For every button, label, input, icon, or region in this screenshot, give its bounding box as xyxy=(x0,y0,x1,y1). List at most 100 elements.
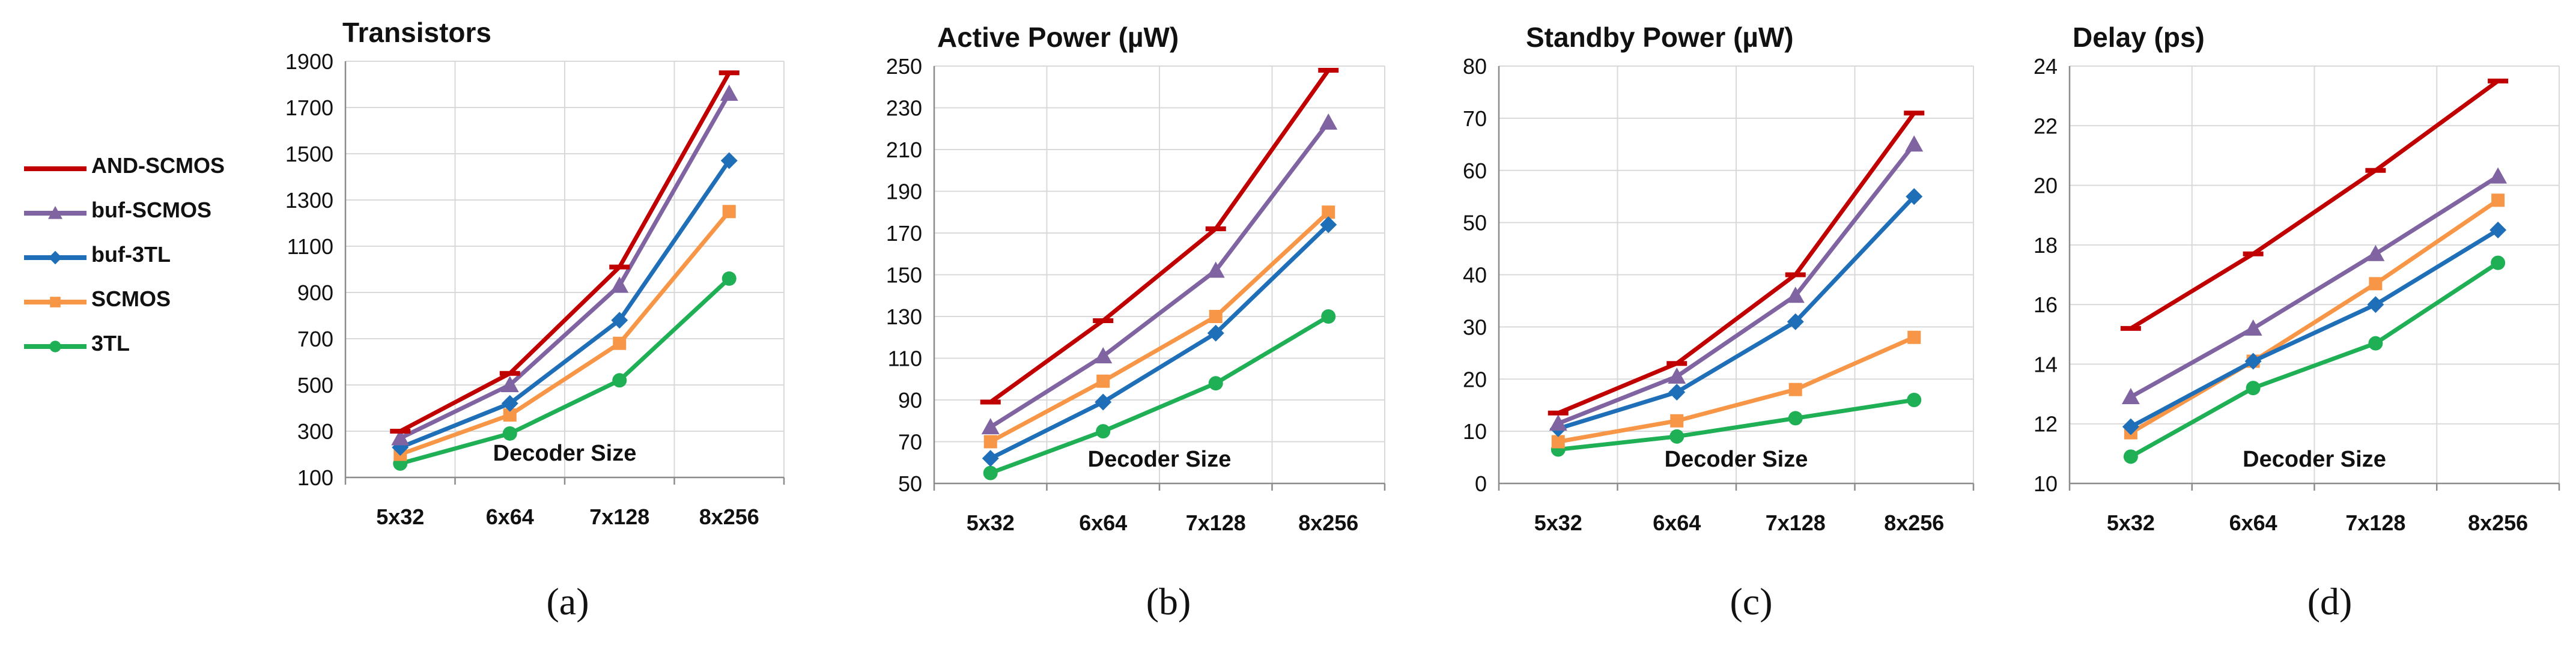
x-tick-label: 6x64 xyxy=(1079,510,1127,535)
series-line-3tl xyxy=(989,314,1330,475)
marker-square xyxy=(1670,414,1684,428)
marker-triangle xyxy=(2366,244,2385,261)
y-tick-label: 24 xyxy=(2034,54,2058,79)
series-line-scmos xyxy=(2130,198,2500,435)
y-tick-label: 10 xyxy=(1463,419,1487,444)
legend-item: 3TL xyxy=(18,325,234,369)
series-line-buf-scmos xyxy=(399,92,731,440)
marker-diamond xyxy=(1207,324,1224,342)
marker-triangle xyxy=(1549,414,1567,431)
panel-caption-d: (d) xyxy=(2307,580,2353,623)
marker-diamond xyxy=(1906,188,1923,205)
marker-circle xyxy=(2123,449,2138,464)
marker-triangle xyxy=(1668,367,1686,384)
marker-triangle xyxy=(2244,319,2262,336)
series-line-buf-scmos xyxy=(2130,174,2499,399)
y-tick-label: 16 xyxy=(2034,292,2058,317)
marker-diamond xyxy=(720,152,738,169)
marker-diamond xyxy=(1320,216,1337,234)
y-tick-label: 14 xyxy=(2034,352,2058,377)
y-tick-label: 1700 xyxy=(285,95,333,120)
marker-triangle xyxy=(981,418,1000,435)
marker-square xyxy=(1322,205,1335,219)
legend-item: buf-SCMOS xyxy=(18,192,234,236)
marker-circle xyxy=(2368,336,2383,351)
marker-diamond xyxy=(1668,383,1686,401)
marker-triangle xyxy=(391,429,410,446)
marker-diamond xyxy=(2367,296,2384,313)
y-tick-label: 250 xyxy=(886,54,922,79)
x-tick-label: 8x256 xyxy=(2468,510,2528,535)
y-tick-label: 50 xyxy=(1463,211,1487,235)
y-tick-label: 900 xyxy=(297,280,333,305)
y-tick-label: 60 xyxy=(1463,159,1487,183)
marker-triangle xyxy=(1206,261,1225,278)
marker-square xyxy=(1907,330,1921,344)
series-line-buf-3tl xyxy=(1557,195,1916,431)
y-tick-label: 70 xyxy=(1463,106,1487,131)
panel-caption-c: (c) xyxy=(1730,580,1773,623)
marker-diamond xyxy=(982,450,999,467)
y-tick-label: 100 xyxy=(297,465,333,490)
series-line-3tl xyxy=(399,277,731,466)
series-line-scmos xyxy=(399,210,731,456)
x-axis-label: Decoder Size xyxy=(1665,447,1808,472)
legend-swatch xyxy=(24,166,87,171)
legend-item: buf-3TL xyxy=(18,236,234,280)
y-tick-label: 110 xyxy=(888,347,922,371)
y-tick-label: 1500 xyxy=(285,142,333,166)
marker-triangle xyxy=(1905,135,1924,152)
marker-diamond xyxy=(2489,222,2507,239)
x-tick-label: 8x256 xyxy=(699,504,759,529)
series-line-buf-3tl xyxy=(989,223,1330,461)
marker-square xyxy=(2491,193,2505,207)
marker-triangle xyxy=(500,376,519,392)
series-line-and-scmos xyxy=(1557,112,1916,415)
marker-diamond xyxy=(2244,353,2262,370)
y-tick-label: 90 xyxy=(898,388,922,413)
legend-label: AND-SCMOS xyxy=(91,153,225,178)
y-tick-label: 150 xyxy=(886,263,922,288)
x-tick-label: 8x256 xyxy=(1298,510,1358,535)
y-tick-label: 20 xyxy=(2034,174,2058,198)
marker-circle xyxy=(983,465,998,480)
series-line-and-scmos xyxy=(399,71,731,434)
series-line-scmos xyxy=(1558,335,1915,444)
marker-triangle xyxy=(1319,113,1338,130)
chart-title: Delay (ps) xyxy=(2073,22,2205,53)
marker-square xyxy=(983,435,997,449)
marker-diamond xyxy=(48,250,62,265)
y-tick-label: 1100 xyxy=(287,234,333,259)
marker-square xyxy=(1788,383,1802,396)
y-tick-label: 190 xyxy=(886,180,922,204)
legend-swatch xyxy=(24,250,87,265)
x-tick-label: 5x32 xyxy=(1534,510,1582,535)
chart-panel-b: 50 70 90 110 130 150 170 190 210 230 250 5x32 6x64 7x… xyxy=(886,22,1386,535)
marker-circle xyxy=(502,426,517,441)
y-tick-label: 1900 xyxy=(285,49,333,74)
marker-circle xyxy=(1907,393,1922,407)
marker-circle xyxy=(612,373,627,388)
marker-circle xyxy=(2246,381,2261,396)
marker-triangle xyxy=(2489,167,2508,184)
marker-circle xyxy=(1208,376,1223,391)
y-tick-label: 22 xyxy=(2034,114,2058,138)
x-tick-label: 7x128 xyxy=(589,504,649,529)
marker-square xyxy=(50,297,61,307)
marker-circle xyxy=(1788,411,1803,426)
y-tick-label: 10 xyxy=(2034,471,2058,496)
marker-triangle xyxy=(48,206,62,219)
marker-circle xyxy=(2491,255,2506,270)
chart-title: Active Power (µW) xyxy=(937,22,1179,53)
marker-diamond xyxy=(1095,393,1112,411)
panel-caption-a: (a) xyxy=(546,580,589,623)
x-tick-label: 6x64 xyxy=(486,504,534,529)
y-tick-label: 0 xyxy=(1475,471,1487,496)
series-line-buf-scmos xyxy=(1557,143,1916,426)
y-tick-label: 700 xyxy=(297,327,333,351)
x-axis-label: Decoder Size xyxy=(1088,447,1232,472)
marker-square xyxy=(1096,374,1110,388)
y-tick-label: 40 xyxy=(1463,263,1487,288)
